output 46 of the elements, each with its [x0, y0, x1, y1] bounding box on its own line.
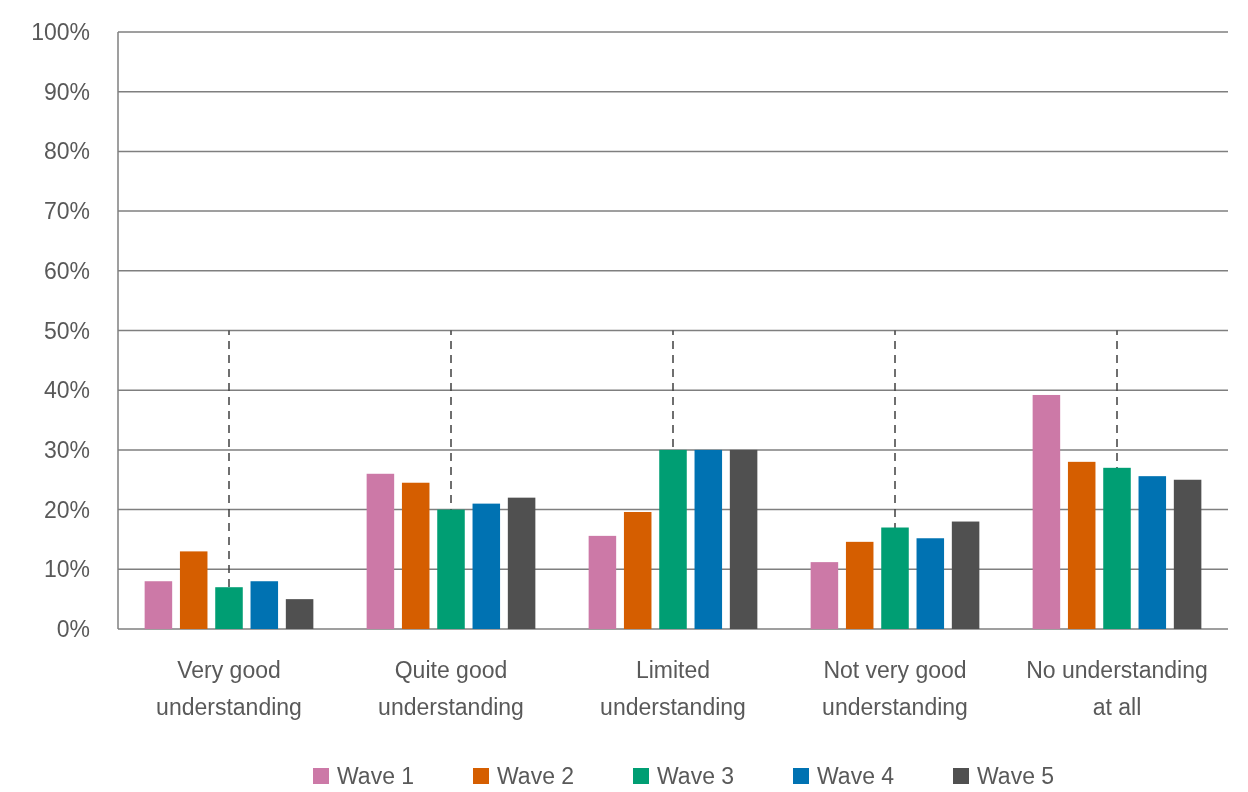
legend-label: Wave 4 [817, 763, 895, 789]
x-tick-label: Quite good understanding [378, 657, 524, 720]
bar [588, 535, 617, 629]
bar [1067, 461, 1096, 629]
x-tick-label: Very good understanding [156, 657, 302, 720]
bar [144, 581, 173, 629]
bar [916, 538, 945, 629]
y-tick-label: 20% [43, 496, 90, 523]
bar [951, 521, 980, 629]
y-tick-label: 40% [43, 377, 90, 404]
bar [1032, 394, 1061, 629]
bar [881, 527, 909, 629]
bar [1138, 476, 1167, 629]
legend-label: Wave 2 [497, 763, 575, 789]
bar [179, 551, 208, 629]
y-tick-label: 60% [43, 257, 90, 284]
bar [472, 503, 501, 629]
y-tick-label: 30% [43, 436, 90, 463]
y-tick-label: 70% [43, 198, 90, 225]
bar [659, 449, 687, 629]
y-tick-label: 80% [43, 138, 90, 165]
bar [1103, 467, 1131, 629]
y-tick-label: 90% [43, 78, 90, 105]
bar [401, 482, 430, 629]
bar [437, 509, 465, 629]
y-tick-label: 50% [43, 317, 90, 344]
bar [507, 497, 536, 629]
x-tick-label: Limited understanding [600, 657, 746, 720]
bar [285, 599, 314, 629]
bar [694, 449, 723, 629]
bar [215, 587, 243, 629]
bar [810, 562, 839, 629]
legend-label: Wave 5 [977, 763, 1055, 789]
bar [366, 473, 395, 629]
bar [1173, 479, 1202, 629]
bar [729, 449, 758, 629]
bar [845, 541, 874, 629]
bar [623, 511, 652, 629]
x-tick-label: Not very good understanding [822, 657, 968, 720]
y-tick-label: 0% [56, 616, 90, 643]
bar [250, 581, 279, 629]
legend-label: Wave 1 [337, 763, 415, 789]
legend-label: Wave 3 [657, 763, 735, 789]
y-tick-label: 100% [31, 19, 90, 46]
y-tick-label: 10% [43, 556, 90, 583]
x-tick-label: No understanding at all [1026, 657, 1208, 720]
